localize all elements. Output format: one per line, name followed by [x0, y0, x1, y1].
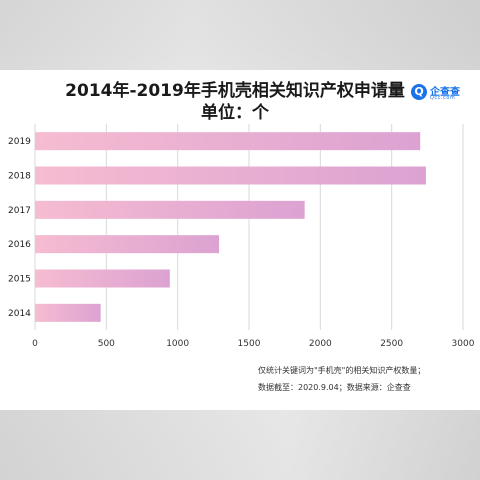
x-tick-label: 2500: [380, 339, 403, 349]
qcc-logo: Q 企查查 Qcc.com: [411, 83, 471, 103]
background-top: [0, 0, 480, 70]
x-tick-label: 3000: [452, 339, 475, 349]
chart-title: 2014年-2019年手机壳相关知识产权申请量: [65, 81, 405, 101]
qcc-logo-icon: Q: [411, 84, 427, 100]
x-tick-label: 0: [32, 339, 38, 349]
y-category-label: 2016: [8, 240, 31, 250]
x-tick-label: 500: [98, 339, 115, 349]
bar-2015: [35, 269, 170, 288]
footnote-source: 数据截至：2020.9.04；数据来源：企查查: [258, 383, 411, 392]
y-category-label: 2019: [8, 137, 31, 147]
qcc-logo-name: 企查查: [430, 87, 460, 98]
bar-2019: [35, 132, 421, 151]
y-category-label: 2017: [8, 206, 31, 216]
qcc-logo-sub: Qcc.com: [430, 95, 456, 101]
bar-2016: [35, 235, 220, 254]
x-tick-label: 1500: [238, 339, 261, 349]
bar-2014: [35, 303, 101, 322]
footnote-scope: 仅统计关键词为"手机壳"的相关知识产权数量；: [258, 366, 426, 375]
y-category-label: 2018: [8, 172, 31, 182]
bar-2018: [35, 166, 426, 185]
x-tick-label: 2000: [309, 339, 332, 349]
bar-2017: [35, 200, 305, 219]
x-tick-label: 1000: [166, 339, 189, 349]
y-category-label: 2015: [8, 275, 31, 285]
background-bottom: [0, 410, 480, 480]
y-category-label: 2014: [8, 309, 31, 319]
chart-unit: 单位：个: [201, 103, 269, 123]
